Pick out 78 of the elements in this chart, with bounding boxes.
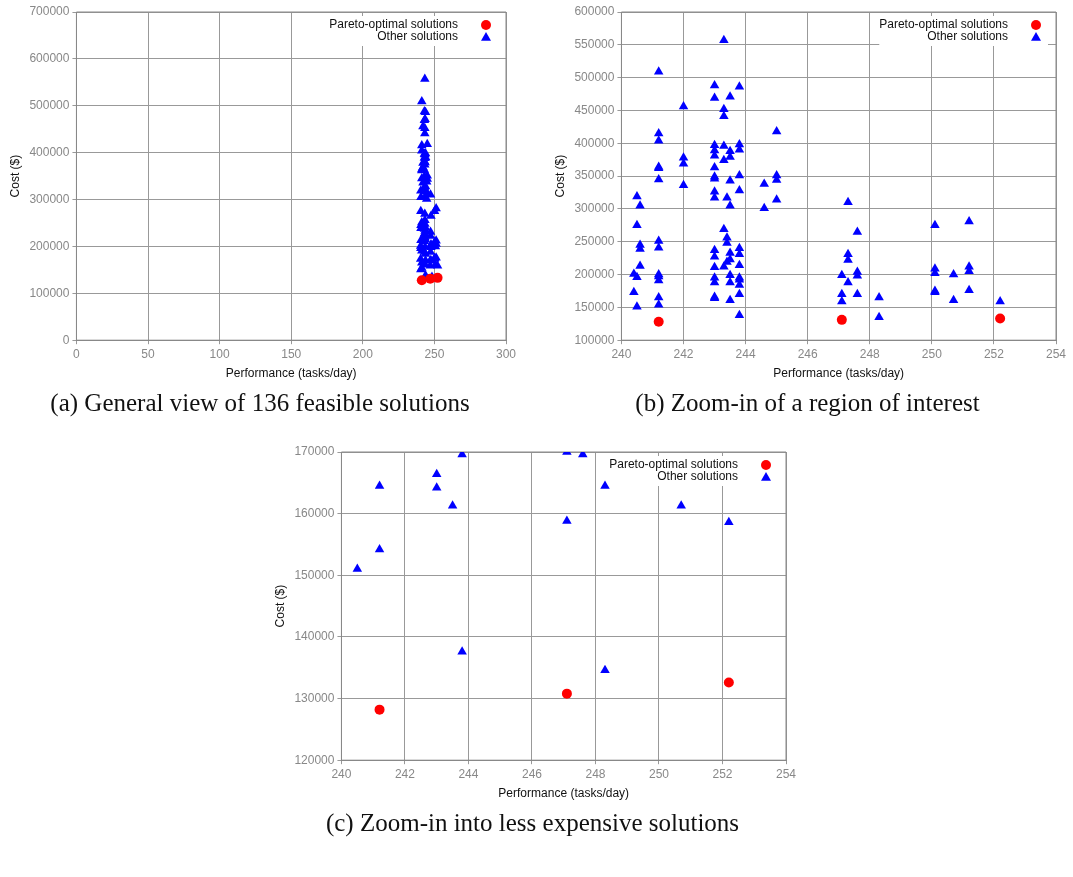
text: (a) General view of 136 feasible solutions [49, 389, 471, 417]
point [723, 677, 734, 688]
x-tick-label: 100 [209, 346, 230, 361]
x-tick-label: 246 [521, 766, 543, 781]
point [374, 704, 385, 715]
y-tick-label: 200000 [574, 266, 615, 281]
x-tick-label: 150 [281, 346, 302, 361]
y-tick-label: 150000 [574, 299, 615, 314]
x-tick-label: 300 [495, 346, 517, 361]
text: (b) Zoom-in of a region of interest [634, 389, 981, 417]
x-tick-label: 248 [859, 346, 881, 361]
y-tick-label: 100000 [29, 285, 70, 300]
y-tick-label: 160000 [294, 505, 335, 520]
x-tick-label: 246 [797, 346, 819, 361]
x-axis-title: Performance (tasks/day) [773, 366, 905, 381]
x-axis-title: Performance (tasks/day) [498, 786, 630, 801]
x-tick-label: 244 [458, 766, 479, 781]
point [352, 563, 363, 572]
x-axis-title: Performance (tasks/day) [225, 366, 357, 381]
point [561, 688, 572, 699]
x-tick-label: 200 [352, 346, 374, 361]
point [447, 500, 458, 509]
legend-label: Pareto-optimal solutions [329, 17, 458, 32]
x-tick-label: 50 [141, 346, 156, 361]
y-tick-label: 400000 [574, 135, 615, 150]
point [600, 480, 610, 489]
x-tick-label: 0 [73, 346, 81, 361]
y-axis-title: Cost ($) [552, 154, 567, 198]
y-tick-label: 500000 [574, 69, 615, 84]
y-tick-label: 600000 [574, 4, 615, 19]
x-tick-label: 250 [921, 346, 943, 361]
point [431, 468, 442, 477]
y-tick-label: 350000 [574, 168, 615, 183]
point [374, 543, 385, 553]
x-tick-label: 242 [673, 346, 694, 361]
x-tick-label: 252 [983, 346, 1005, 361]
y-tick-label: 120000 [294, 752, 335, 767]
y-tick-label: 130000 [294, 690, 335, 705]
y-tick-label: 150000 [294, 567, 335, 582]
y-tick-label: 300000 [29, 191, 70, 206]
y-axis-title: Cost ($) [272, 584, 287, 628]
y-axis-title: Cost ($) [7, 154, 22, 198]
point [457, 646, 467, 655]
y-tick-label: 0 [62, 332, 70, 347]
x-tick-label: 250 [648, 766, 670, 781]
legend-label: Pareto-optimal solutions [609, 457, 738, 472]
y-tick-label: 700000 [29, 4, 70, 19]
legend-label: Other solutions [927, 29, 1008, 44]
x-tick-label: 248 [585, 766, 606, 781]
x-tick-label: 240 [331, 766, 352, 781]
point [374, 480, 385, 489]
y-tick-label: 450000 [574, 102, 615, 117]
point [562, 515, 572, 524]
point [676, 500, 686, 509]
point [724, 516, 734, 526]
text: (c) Zoom-in into less expensive solutions [324, 809, 741, 837]
legend-label: Other solutions [377, 29, 458, 44]
x-tick-label: 244 [735, 346, 756, 361]
x-tick-label: 240 [611, 346, 632, 361]
y-tick-label: 550000 [574, 37, 615, 52]
y-tick-label: 500000 [29, 98, 70, 113]
y-tick-label: 250000 [574, 234, 615, 249]
y-tick-label: 400000 [29, 144, 70, 159]
legend-label: Pareto-optimal solutions [879, 17, 1008, 32]
x-tick-label: 254 [1045, 346, 1067, 361]
y-tick-label: 100000 [574, 332, 615, 347]
y-tick-label: 600000 [29, 51, 70, 66]
legend-label: Other solutions [657, 469, 738, 484]
x-tick-label: 252 [712, 766, 733, 781]
y-tick-label: 170000 [294, 444, 335, 459]
point [600, 664, 610, 673]
y-tick-label: 300000 [574, 201, 615, 216]
x-tick-label: 242 [394, 766, 416, 781]
y-tick-label: 200000 [29, 238, 70, 253]
x-tick-label: 254 [775, 766, 797, 781]
point [431, 482, 442, 491]
y-tick-label: 140000 [294, 629, 335, 644]
x-tick-label: 250 [424, 346, 445, 361]
